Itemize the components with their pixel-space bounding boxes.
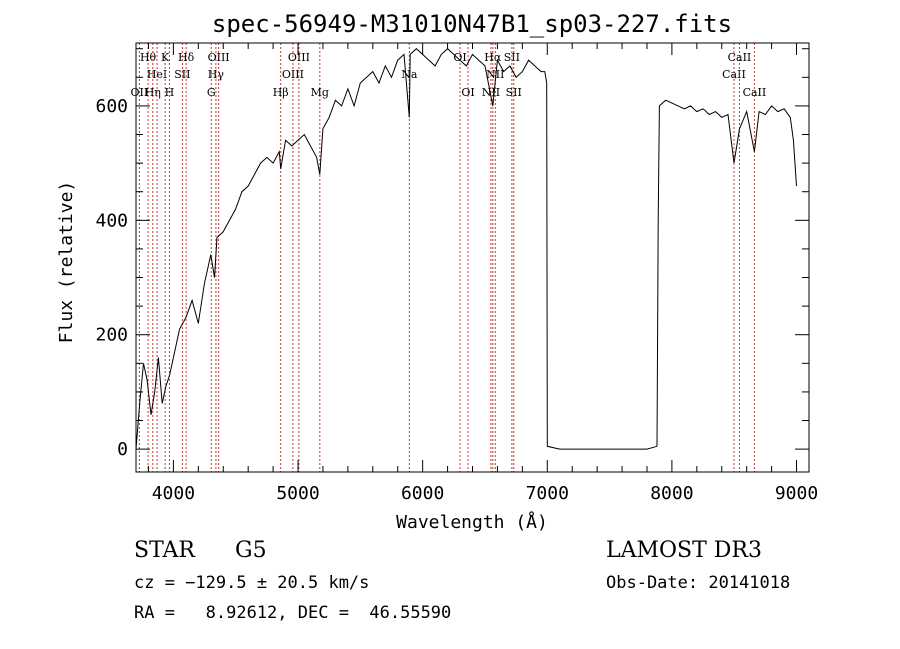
line-marker-label-14: Mg (311, 86, 329, 99)
line-marker-label-16: OI (453, 51, 466, 64)
y-tick-label-1: 200 (95, 325, 128, 346)
line-marker-label-0: OII (131, 86, 149, 99)
line-marker-label-6: SII (174, 68, 190, 81)
line-marker-label-9: Hγ (208, 68, 225, 81)
x-tick-label-1: 5000 (276, 483, 319, 504)
redshift-velocity: cz = −129.5 ± 20.5 km/s (134, 573, 370, 593)
line-marker-label-5: H (165, 86, 175, 99)
x-tick-label-0: 4000 (152, 483, 195, 504)
plot-frame (135, 42, 810, 473)
line-marker-label-23: CaII (722, 68, 746, 81)
series-line-0 (135, 48, 797, 450)
x-axis-label: Wavelength (Å) (396, 511, 548, 533)
coordinates: RA = 8.92612, DEC = 46.55590 (134, 603, 452, 623)
line-marker-label-1: Hθ (140, 51, 157, 64)
y-axis-label: Flux (relative) (56, 181, 77, 344)
line-marker-label-21: SII (504, 51, 520, 64)
object-subclass: G5 (235, 538, 267, 563)
line-marker-label-11: Hβ (273, 86, 289, 99)
chart-title: spec-56949-M31010N47B1_sp03-227.fits (212, 10, 732, 38)
line-marker-label-19: Hα (484, 51, 502, 64)
line-marker-label-2: Hη (145, 86, 161, 99)
line-marker-label-22: SII (506, 86, 522, 99)
line-marker-label-8: G (207, 86, 216, 99)
x-tick-label-4: 8000 (650, 483, 693, 504)
line-marker-label-25: CaII (743, 86, 767, 99)
object-class: STAR (134, 538, 195, 563)
line-marker-label-10: OIII (208, 51, 230, 64)
object-class-line: STAR G5 (134, 538, 267, 563)
line-marker-label-20: NII (486, 68, 504, 81)
line-marker-label-17: OI (461, 86, 474, 99)
axis-ticks: 4000 5000 6000 7000 8000 9000 0 200 400 600 (95, 43, 818, 504)
observation-date: Obs-Date: 20141018 (606, 573, 791, 593)
x-tick-label-5: 9000 (775, 483, 818, 504)
y-tick-label-2: 400 (95, 210, 128, 231)
line-markers: OIIHθHηHeIKHSIIHδGHγOIIIHβOIIIOIIIMgNaOI… (131, 43, 767, 472)
x-tick-label-2: 6000 (401, 483, 444, 504)
series-layer (135, 48, 797, 450)
y-tick-label-3: 600 (95, 96, 128, 117)
y-tick-label-0: 0 (117, 439, 128, 460)
x-tick-label-3: 7000 (526, 483, 569, 504)
line-marker-label-13: OIII (288, 51, 310, 64)
line-marker-label-4: K (161, 51, 170, 64)
line-marker-label-7: Hδ (178, 51, 195, 64)
line-marker-label-12: OIII (282, 68, 304, 81)
line-marker-label-24: CaII (728, 51, 752, 64)
line-marker-label-3: HeI (147, 68, 167, 81)
survey-label: LAMOST DR3 (606, 538, 762, 563)
